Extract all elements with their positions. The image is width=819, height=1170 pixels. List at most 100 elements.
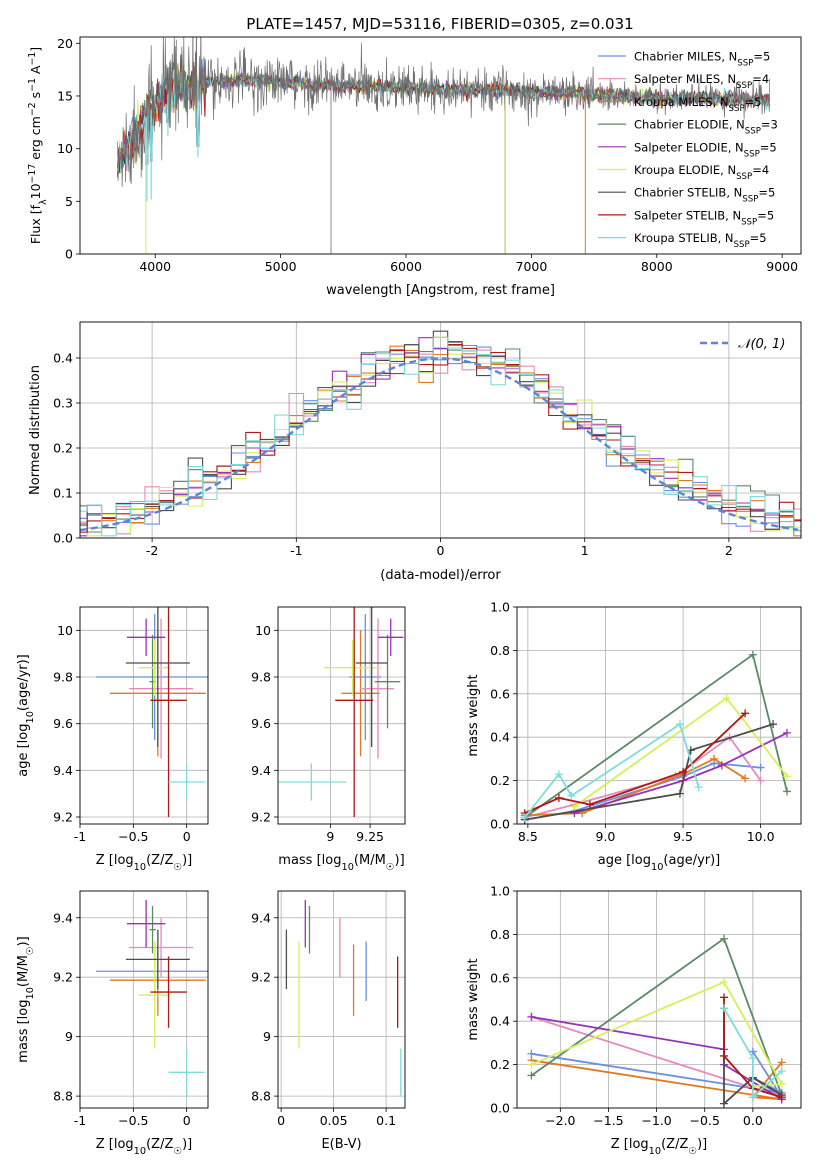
x-tick-label: 7000 — [516, 259, 548, 274]
y-tick-label: 15 — [57, 88, 73, 103]
x-tick-label: 0.1 — [376, 1113, 396, 1128]
weight-marker-krou_stelib — [554, 770, 563, 779]
age_vs_mass-xlabel: mass [log10(M/M☉)] — [278, 853, 404, 873]
weight-marker-chab_elodie — [783, 787, 792, 796]
y-tick-label: 9.2 — [53, 810, 73, 825]
weight-marker-salp_stelib — [719, 1051, 728, 1060]
y-tick-label: 0.2 — [53, 441, 73, 456]
x-tick-label: -1 — [74, 829, 86, 844]
spectrum-xlabel: wavelength [Angstrom, rest frame] — [326, 283, 555, 298]
x-tick-label: 1 — [581, 543, 589, 558]
histogram-salp_miles — [80, 349, 801, 532]
age_vs_mass-axes: 9 9.25 9.2 9.4 9.6 9.8 10 — [251, 607, 405, 844]
y-tick-label: 0.1 — [53, 486, 73, 501]
legend-label: Salpeter MILES, NSSP=4 — [634, 72, 769, 91]
normal-curve — [80, 357, 799, 532]
spectrum-legend: Chabrier MILES, NSSP=5 Salpeter MILES, NS… — [598, 50, 778, 250]
histogram-krou_stelib — [80, 336, 801, 537]
x-tick-label: −0.5 — [118, 1113, 148, 1128]
weight-marker-chab_stelib — [675, 789, 684, 798]
weight-marker-krou_stelib — [567, 791, 576, 800]
observed-spectrum — [117, 37, 771, 188]
weight-marker-krou_miles — [777, 1058, 786, 1067]
mass_vs_Z-frame — [79, 890, 209, 1109]
weight-line-krou_stelib — [723, 1007, 783, 1100]
weight-line-chab_elodie — [524, 653, 788, 819]
spectrum-ylabel: Flux [fλ10−17 erg cm−2 s−1 A−1] — [27, 47, 49, 244]
weight-marker-krou_stelib — [748, 1093, 757, 1102]
x-tick-label: -1 — [290, 543, 302, 558]
x-tick-label: 8.5 — [518, 829, 538, 844]
y-tick-label: 1.0 — [490, 600, 510, 615]
residuals-frame — [79, 321, 802, 539]
legend-label: Salpeter ELODIE, NSSP=5 — [634, 140, 777, 159]
x-tick-label: -1 — [74, 1113, 86, 1128]
weight-marker-krou_miles — [710, 754, 719, 763]
y-tick-label: 8.8 — [53, 1089, 73, 1104]
y-tick-label: 8.8 — [251, 1089, 271, 1104]
massweight_vs_Z-xlabel: Z [log10(Z/Z☉)] — [611, 1137, 708, 1157]
weight-marker-krou_stelib — [719, 1004, 728, 1013]
y-tick-label: 9.4 — [53, 763, 73, 778]
legend-label: Chabrier STELIB, NSSP=5 — [634, 186, 775, 205]
residuals-ylabel: Normed distribution — [28, 365, 43, 495]
weight-marker-krou_elodie — [570, 802, 579, 811]
y-tick-label: 9.2 — [251, 810, 271, 825]
x-tick-label: 8000 — [641, 259, 673, 274]
massweight_vs_age-frame — [516, 606, 802, 825]
weight-marker-chab_stelib — [719, 1099, 728, 1108]
age_vs_Z-ylabel: age [log10(age/yr)] — [16, 654, 36, 777]
legend-label: 𝒩(0, 1) — [738, 337, 785, 352]
weight-marker-krou_elodie — [783, 772, 792, 781]
y-tick-label: 9.4 — [251, 763, 271, 778]
y-tick-label: 9.8 — [251, 670, 271, 685]
weight-marker-salp_stelib — [741, 709, 750, 718]
y-tick-label: 9.4 — [251, 910, 271, 925]
x-tick-label: −2.0 — [545, 1113, 575, 1128]
weight-marker-salp_stelib — [585, 800, 594, 809]
weight-marker-krou_miles — [741, 774, 750, 783]
y-tick-label: 0.6 — [490, 686, 510, 701]
y-tick-label: 0.4 — [490, 730, 510, 745]
x-tick-label: 4000 — [139, 259, 171, 274]
legend-label: Kroupa MILES, NSSP=5 — [634, 95, 762, 114]
x-tick-label: 10.0 — [747, 829, 775, 844]
weight-marker-salp_stelib — [554, 793, 563, 802]
weight-marker-krou_stelib — [694, 783, 703, 792]
y-tick-label: 9.8 — [53, 670, 73, 685]
y-tick-label: 0.3 — [53, 396, 73, 411]
spectrum-frame — [79, 36, 802, 255]
weight-line-krou_stelib — [524, 722, 700, 819]
y-tick-label: 0.8 — [490, 927, 510, 942]
y-tick-label: 9.4 — [53, 910, 73, 925]
x-tick-label: 0.0 — [743, 1113, 763, 1128]
y-tick-label: 20 — [57, 36, 73, 51]
x-tick-label: −1.0 — [641, 1113, 671, 1128]
x-tick-label: −1.5 — [593, 1113, 623, 1128]
y-tick-label: 10 — [57, 623, 73, 638]
residuals-xlabel: (data-model)/error — [380, 568, 501, 583]
x-tick-label: 2 — [725, 543, 733, 558]
weight-marker-krou_stelib — [748, 1054, 757, 1063]
y-tick-label: 9.6 — [251, 716, 271, 731]
weight-marker-krou_stelib — [777, 1067, 786, 1076]
weight-marker-salp_stelib — [777, 1093, 786, 1102]
y-tick-label: 9.2 — [53, 970, 73, 985]
weight-marker-salp_elodie — [527, 1012, 536, 1021]
weight-marker-chab_elodie — [719, 934, 728, 943]
age_vs_Z-xlabel: Z [log10(Z/Z☉)] — [96, 853, 193, 873]
y-tick-label: 0.0 — [490, 817, 510, 832]
x-tick-label: −0.5 — [118, 829, 148, 844]
massweight_vs_age-axes: 8.5 9.0 9.5 10.0 0.0 0.2 0.4 0.6 0.8 1.0 — [490, 600, 801, 844]
y-tick-label: 0 — [65, 247, 73, 262]
histogram-salp_stelib — [80, 344, 801, 533]
massweight_vs_Z-frame — [516, 890, 802, 1109]
legend-label: Salpeter STELIB, NSSP=5 — [634, 208, 774, 227]
x-tick-label: -2 — [146, 543, 158, 558]
y-tick-label: 9.6 — [53, 716, 73, 731]
y-tick-label: 0.2 — [490, 1057, 510, 1072]
weight-marker-krou_elodie — [722, 694, 731, 703]
age_vs_Z-axes: -1 −0.5 0 9.2 9.4 9.6 9.8 10 — [53, 607, 208, 844]
x-tick-label: 6000 — [390, 259, 422, 274]
massweight_vs_Z-axes: −2.0 −1.5 −1.0 −0.5 0.0 0.0 0.2 0.4 0.6 0.8 1.0 — [490, 884, 801, 1128]
